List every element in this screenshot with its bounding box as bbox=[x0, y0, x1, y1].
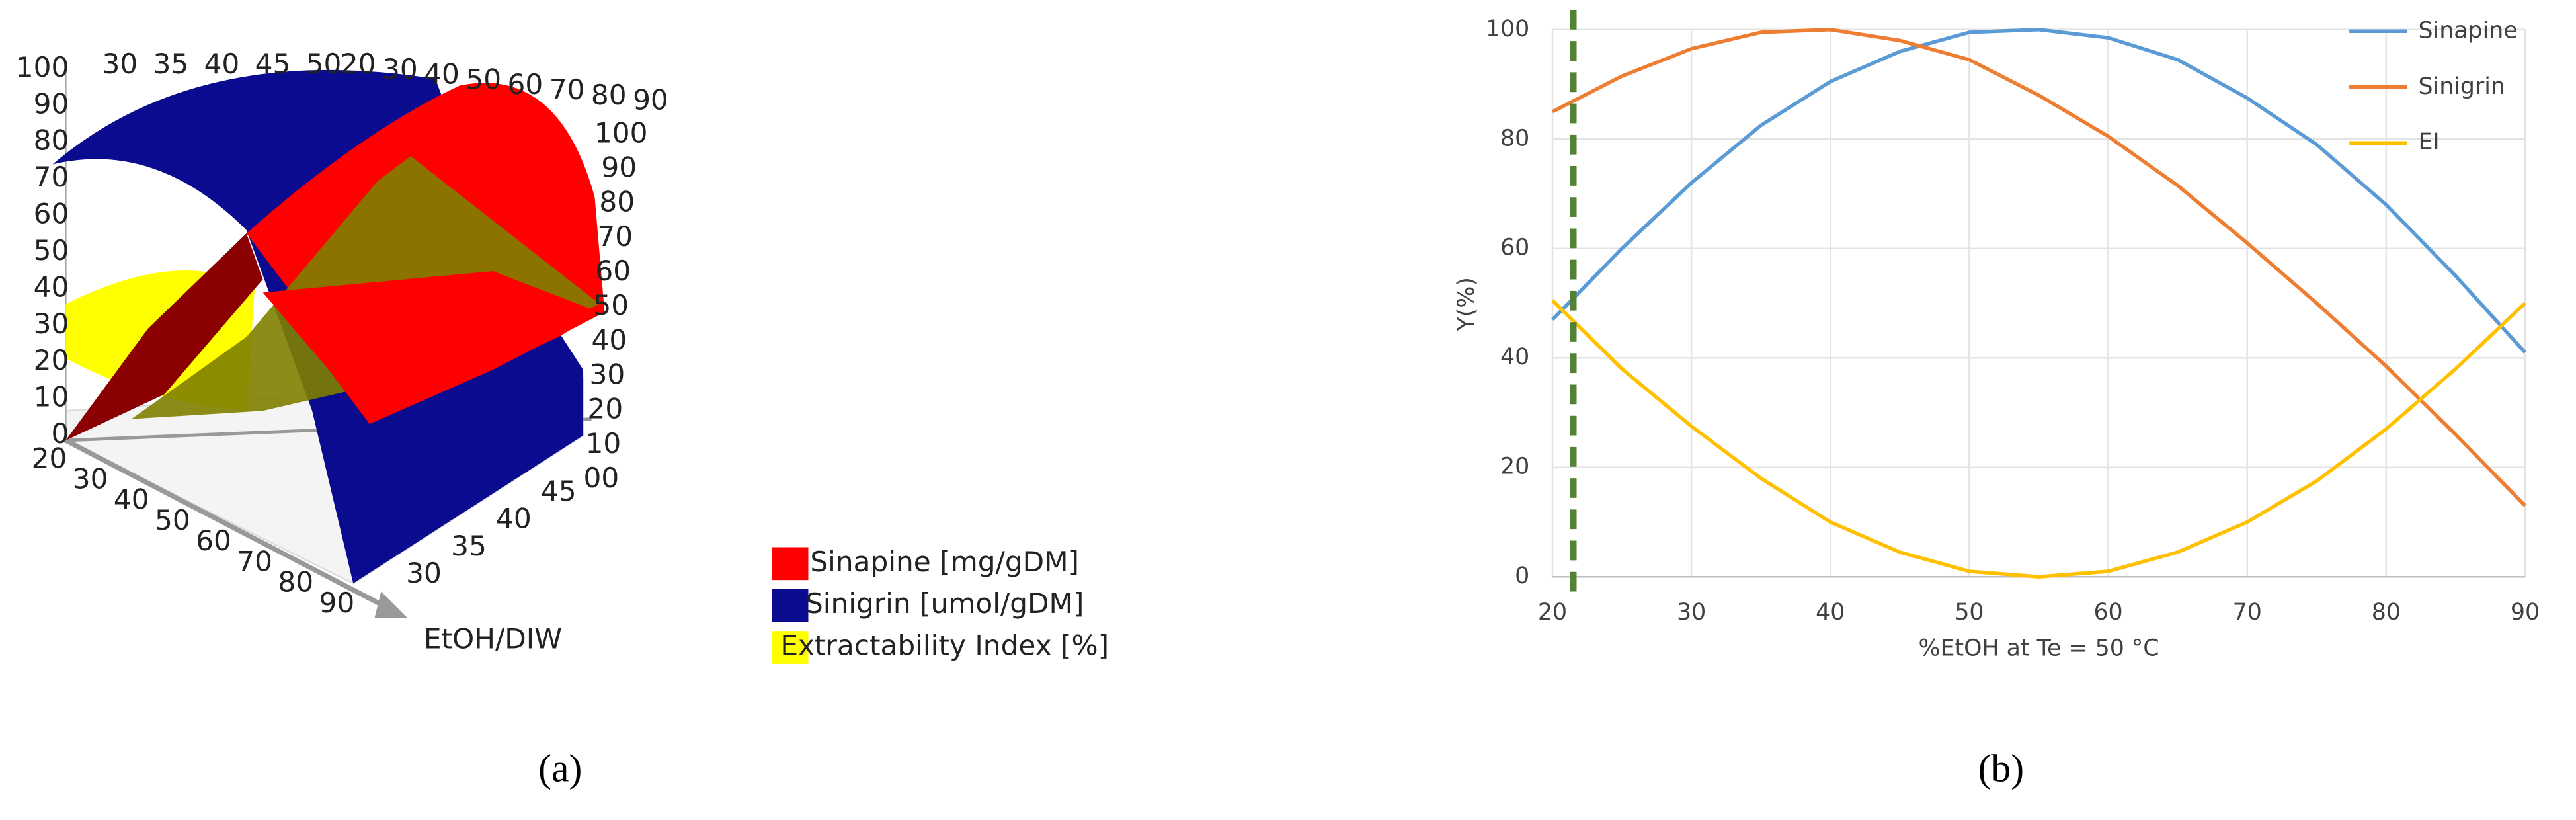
tick-label: 50 bbox=[34, 234, 69, 266]
surface bbox=[65, 233, 263, 440]
tick-label: 80 bbox=[599, 186, 635, 218]
tick-label: 20 bbox=[587, 393, 623, 425]
tick-label: 100 bbox=[16, 51, 69, 83]
legend-label: Sinapine [mg/gDM] bbox=[810, 546, 1079, 578]
legend-swatch bbox=[772, 589, 809, 622]
caption: (b) bbox=[1978, 747, 2025, 790]
tick-label: 100 bbox=[594, 116, 648, 149]
x-tick-label: 20 bbox=[1538, 599, 1567, 626]
tick-label: 80 bbox=[591, 79, 627, 111]
tick-label: 70 bbox=[34, 161, 69, 193]
x-tick-label: 40 bbox=[1816, 599, 1845, 626]
tick-label: 60 bbox=[34, 198, 69, 230]
tick-label: 45 bbox=[255, 48, 291, 80]
surface-scene bbox=[52, 65, 605, 618]
x-tick-label: 80 bbox=[2372, 599, 2401, 626]
line-series bbox=[1551, 28, 2526, 354]
tick-label: 40 bbox=[114, 483, 149, 516]
tick-label: 50 bbox=[155, 504, 190, 536]
y-tick-label: 40 bbox=[1500, 344, 1529, 370]
tick-label: 30 bbox=[73, 463, 108, 495]
tick-label: 10 bbox=[586, 427, 622, 460]
tick-label: 20 bbox=[32, 442, 67, 474]
tick-label: 40 bbox=[204, 48, 240, 80]
tick-label: 20 bbox=[341, 48, 376, 80]
legend-label: Extractability Index [%] bbox=[780, 630, 1109, 662]
tick-label: 40 bbox=[591, 323, 627, 356]
axis-line bbox=[64, 438, 396, 614]
tick-label: 90 bbox=[601, 151, 637, 183]
y-tick-label: 80 bbox=[1500, 125, 1529, 151]
tick-label: 30 bbox=[406, 557, 442, 589]
tick-label: 20 bbox=[34, 344, 69, 376]
tick-label: 60 bbox=[508, 68, 543, 101]
y-tick-label: 60 bbox=[1500, 235, 1529, 261]
x-axis-label: %EtOH at Te = 50 °C bbox=[1918, 636, 2159, 662]
tick-label: 00 bbox=[584, 462, 620, 494]
legend-label: Sinapine bbox=[2418, 17, 2517, 44]
tick-label: 30 bbox=[382, 53, 418, 85]
tick-label: 30 bbox=[102, 48, 138, 80]
tick-label: 80 bbox=[278, 566, 313, 598]
y-tick-label: 100 bbox=[1486, 16, 1529, 42]
tick-label: 90 bbox=[34, 87, 69, 120]
y-tick-label: 0 bbox=[1515, 563, 1529, 589]
tick-label: 70 bbox=[597, 220, 633, 253]
tick-label: 35 bbox=[451, 530, 487, 562]
axis-arrow bbox=[374, 591, 408, 618]
legend-label: Sinigrin bbox=[2418, 73, 2505, 100]
tick-label: 70 bbox=[549, 73, 585, 106]
y-tick-label: 20 bbox=[1500, 454, 1529, 480]
tick-label: 60 bbox=[595, 255, 631, 287]
legend-label: Sinigrin [umol/gDM] bbox=[805, 587, 1084, 620]
line-series bbox=[1551, 28, 2526, 507]
tick-label: 10 bbox=[34, 381, 69, 413]
tick-label: 50 bbox=[306, 48, 342, 80]
caption: (a) bbox=[538, 747, 582, 790]
legend-swatch bbox=[772, 631, 809, 664]
tick-label: 45 bbox=[541, 475, 577, 507]
tick-label: 90 bbox=[319, 587, 354, 619]
y-axis-label: Y(%) bbox=[1453, 277, 1480, 331]
tick-label: 30 bbox=[34, 308, 69, 340]
tick-label: 0 bbox=[51, 417, 69, 450]
x-tick-label: 50 bbox=[1954, 599, 1984, 626]
legend-swatch bbox=[772, 547, 809, 581]
tick-label: 90 bbox=[633, 84, 668, 116]
tick-label: 40 bbox=[496, 502, 532, 534]
tick-label: 50 bbox=[593, 289, 629, 321]
tick-label: 40 bbox=[34, 270, 69, 303]
tick-label: 70 bbox=[237, 545, 272, 577]
tick-label: 50 bbox=[465, 63, 501, 95]
tick-label: 40 bbox=[424, 58, 460, 91]
surface bbox=[262, 271, 600, 425]
line-series bbox=[1551, 299, 2526, 579]
tick-label: 30 bbox=[589, 358, 625, 391]
x-tick-label: 60 bbox=[2093, 599, 2122, 626]
x-tick-label: 70 bbox=[2233, 599, 2262, 626]
tick-label: 35 bbox=[153, 48, 189, 80]
axis-label: EtOH/DIW bbox=[424, 623, 562, 655]
legend-label: EI bbox=[2418, 129, 2439, 155]
tick-label: 60 bbox=[196, 524, 231, 557]
x-tick-label: 90 bbox=[2511, 599, 2540, 626]
tick-label: 80 bbox=[34, 124, 69, 157]
x-tick-label: 30 bbox=[1677, 599, 1706, 626]
